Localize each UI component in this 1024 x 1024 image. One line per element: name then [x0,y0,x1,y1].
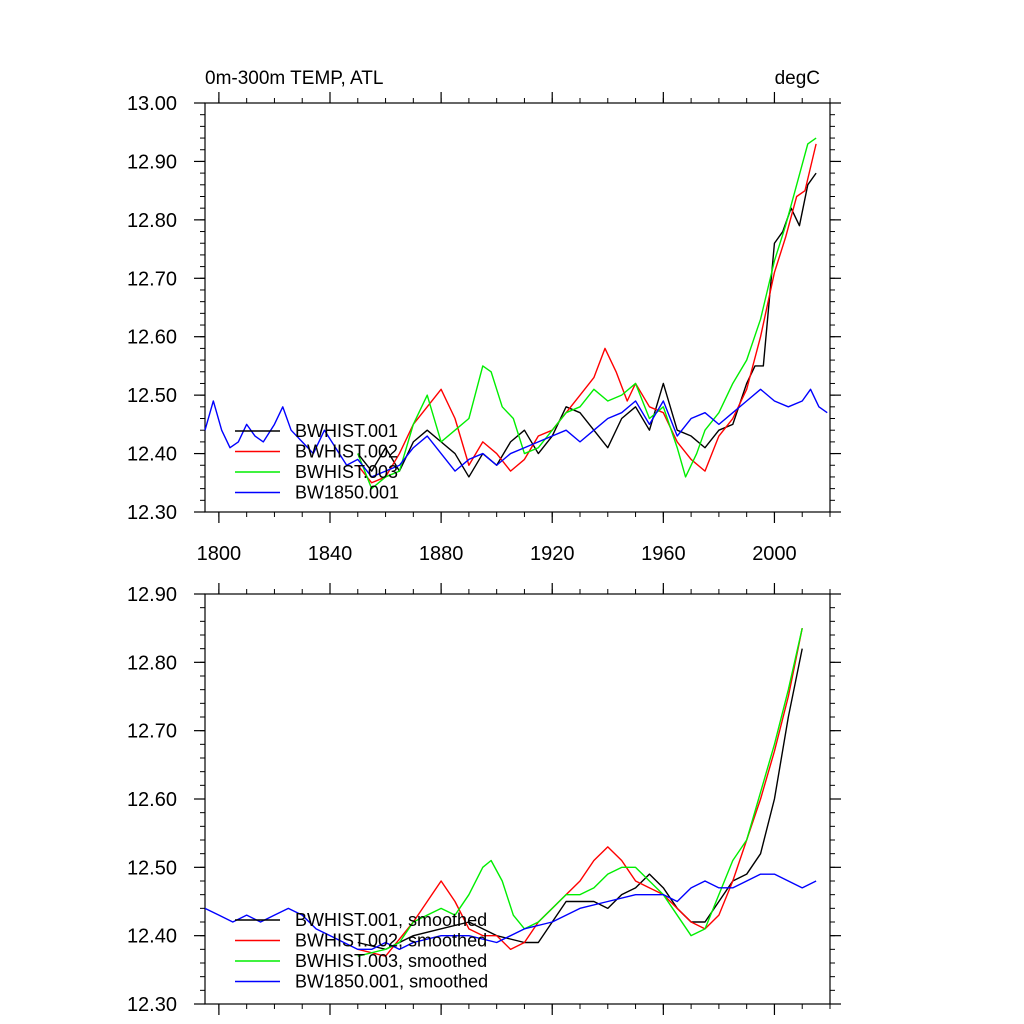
legend-label: BWHIST.003 [295,462,398,482]
series-line [204,873,817,951]
top-chart-units: degC [775,68,820,89]
y-tick-label: 13.00 [127,93,177,115]
top-chart-title: 0m-300m TEMP, ATL [205,68,383,89]
y-tick-label: 12.40 [127,926,177,948]
series-line [357,628,803,957]
series-line [357,628,803,957]
y-tick-label: 12.70 [127,268,177,290]
legend-label: BW1850.001, smoothed [295,972,488,992]
top-y-tick-labels: 12.30 12.40 12.50 12.60 12.70 12.80 12.90 13.00 [127,93,177,524]
legend-label: BWHIST.003, smoothed [295,951,487,971]
top-major-ticks [194,92,841,523]
y-tick-label: 12.80 [127,652,177,674]
bottom-y-tick-labels: 12.30 12.40 12.50 12.60 12.70 12.80 12.90 [127,584,177,1016]
y-tick-label: 12.70 [127,721,177,743]
series-line [357,143,817,484]
y-tick-label: 12.80 [127,210,177,232]
bottom-major-ticks [194,583,841,1015]
x-tick-label: 1880 [419,543,464,565]
legend-label: BW1850.001 [295,483,399,503]
x-tick-label: 1960 [641,543,686,565]
legend-label: BWHIST.002 [295,442,398,462]
y-tick-label: 12.30 [127,994,177,1016]
series-line [204,388,828,478]
top-plot-frame [204,102,831,513]
x-tick-label: 1920 [530,543,575,565]
legend-label: BWHIST.002, smoothed [295,931,487,951]
series-line [357,172,817,478]
series-line [357,137,817,490]
y-tick-label: 12.30 [127,502,177,524]
bottom-panel: 12.30 12.40 12.50 12.60 12.70 12.80 12.90 BWHI… [127,583,841,1016]
y-tick-label: 12.90 [127,151,177,173]
legend-label: BWHIST.001, smoothed [295,910,487,930]
y-tick-label: 12.60 [127,327,177,349]
top-x-tick-labels: 1800 1840 1880 1920 1960 2000 [197,543,797,565]
y-tick-label: 12.50 [127,857,177,879]
x-tick-label: 1840 [308,543,353,565]
y-tick-label: 12.60 [127,789,177,811]
y-tick-label: 12.90 [127,584,177,606]
top-panel: 0m-300m TEMP, ATL degC 12.3012.4012.5012… [127,68,841,565]
y-tick-label: 12.50 [127,385,177,407]
x-tick-label: 1800 [197,543,242,565]
y-tick-label: 12.40 [127,444,177,466]
bottom-series-lines [204,628,817,957]
legend-label: BWHIST.001 [295,421,398,441]
x-tick-label: 2000 [752,543,797,565]
series-line [357,648,803,951]
top-series-lines [204,137,828,490]
